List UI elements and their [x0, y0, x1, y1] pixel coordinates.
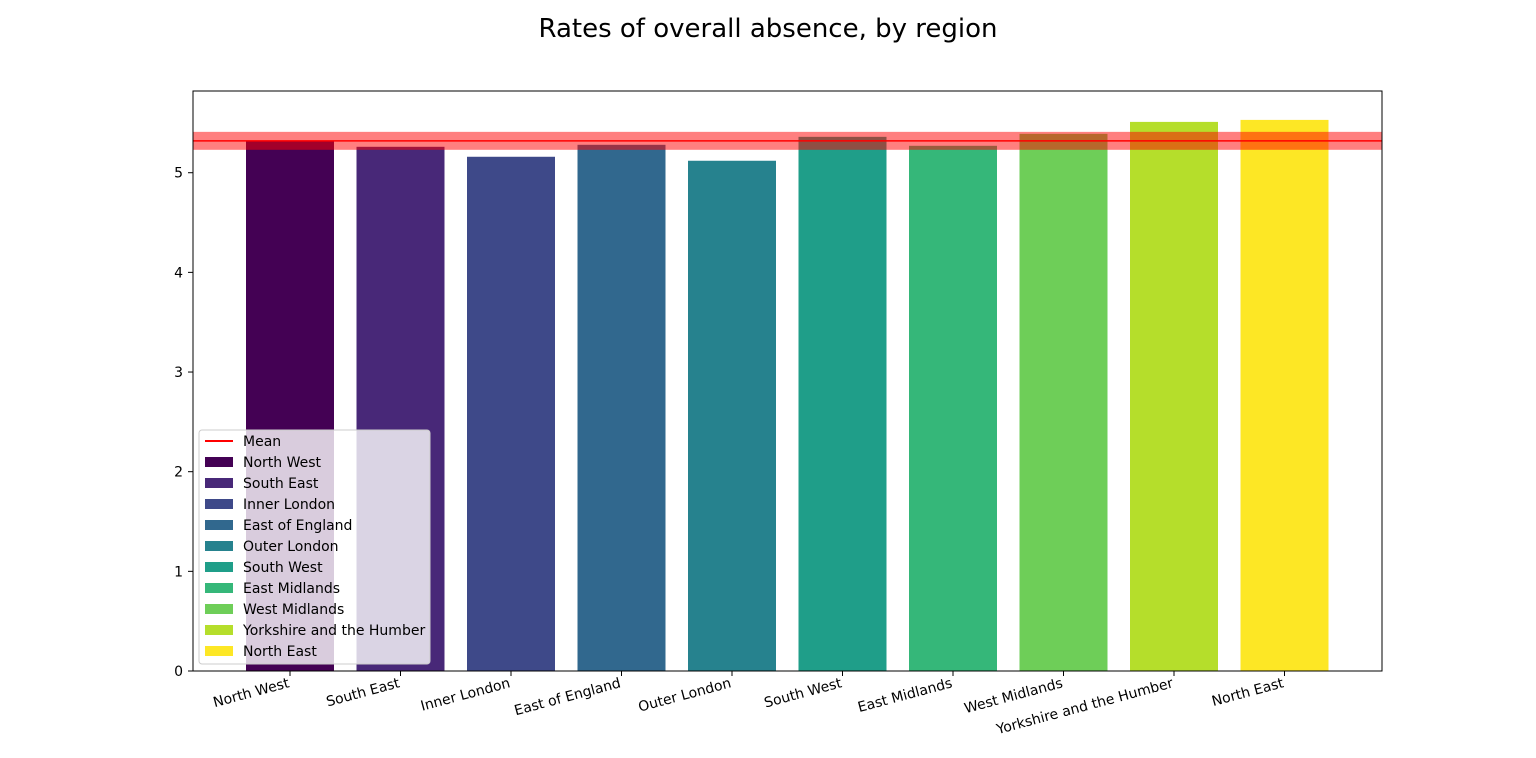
- legend-swatch-north-west: [205, 457, 233, 467]
- legend-swatch-south-west: [205, 562, 233, 572]
- legend-label-south-west: South West: [243, 560, 323, 576]
- bar-yorkshire-and-the-humber: [1130, 121, 1218, 671]
- legend-swatch-outer-london: [205, 541, 233, 551]
- legend-swatch-west-midlands: [205, 604, 233, 614]
- legend-label-yorkshire-and-the-humber: Yorkshire and the Humber: [242, 623, 425, 639]
- legend-swatch-south-east: [205, 478, 233, 488]
- y-tick-label: 3: [174, 365, 183, 381]
- legend-swatch-east-midlands: [205, 583, 233, 593]
- x-tick-label-east-midlands: East Midlands: [856, 675, 954, 716]
- legend-label-north-east: North East: [243, 644, 317, 660]
- legend-label-outer-london: Outer London: [243, 539, 339, 555]
- bars-layer: [246, 119, 1329, 672]
- legend-box: [198, 429, 431, 665]
- y-tick-label: 1: [174, 564, 183, 580]
- legend-label-east-midlands: East Midlands: [243, 581, 340, 597]
- bar-south-west: [798, 136, 887, 672]
- y-tick-label: 0: [174, 664, 183, 680]
- legend-label-east-of-england: East of England: [243, 518, 352, 534]
- bar-east-of-england: [577, 144, 666, 671]
- y-tick-label: 4: [174, 265, 183, 281]
- legend-swatch-inner-london: [205, 499, 233, 509]
- y-tick-label: 5: [174, 166, 183, 182]
- legend-swatch-east-of-england: [205, 520, 233, 530]
- x-tick-label-south-west: South West: [763, 675, 844, 711]
- x-tick-label-north-west: North West: [212, 675, 292, 711]
- x-tick-label-yorkshire-and-the-humber: Yorkshire and the Humber: [994, 675, 1175, 738]
- legend-label-mean: Mean: [243, 434, 281, 450]
- bar-east-midlands: [909, 145, 997, 671]
- x-tick-label-south-east: South East: [325, 675, 402, 710]
- bar-west-midlands: [1019, 133, 1108, 672]
- x-tick-label-inner-london: Inner London: [419, 675, 512, 714]
- legend-label-south-east: South East: [243, 476, 319, 492]
- bar-inner-london: [467, 156, 555, 671]
- mean-layer: [193, 131, 1382, 150]
- legend-label-west-midlands: West Midlands: [243, 602, 344, 618]
- bar-outer-london: [688, 160, 776, 671]
- chart-title: Rates of overall absence, by region: [538, 14, 997, 44]
- legend-label-north-west: North West: [243, 455, 322, 471]
- x-tick-label-outer-london: Outer London: [637, 675, 733, 715]
- plot-frame: [192, 90, 1383, 672]
- legend-swatch-north-east: [205, 646, 233, 656]
- y-tick-label: 2: [174, 465, 183, 481]
- legend: Mean North West South East Inner London East…: [198, 429, 431, 665]
- x-tick-label-north-east: North East: [1210, 675, 1286, 710]
- legend-swatch-yorkshire-and-the-humber: [205, 625, 233, 635]
- x-tick-label-east-of-england: East of England: [513, 675, 623, 719]
- legend-label-inner-london: Inner London: [243, 497, 335, 513]
- bar-north-east: [1240, 119, 1329, 671]
